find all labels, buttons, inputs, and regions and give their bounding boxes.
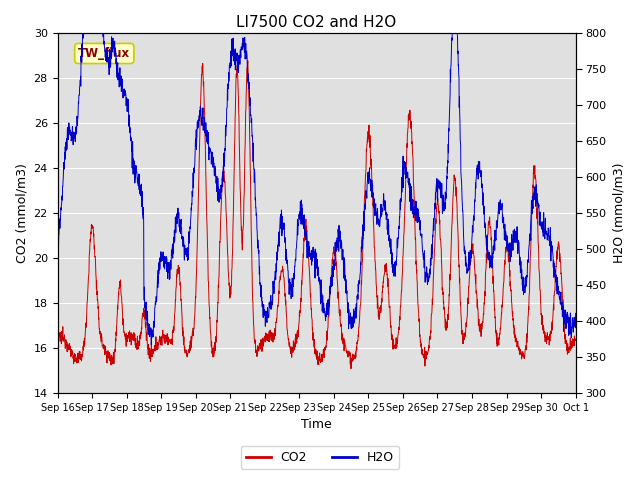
Title: LI7500 CO2 and H2O: LI7500 CO2 and H2O xyxy=(236,15,397,30)
Text: TW_flux: TW_flux xyxy=(78,47,131,60)
Y-axis label: H2O (mmol/m3): H2O (mmol/m3) xyxy=(612,163,625,263)
X-axis label: Time: Time xyxy=(301,419,332,432)
Y-axis label: CO2 (mmol/m3): CO2 (mmol/m3) xyxy=(15,163,28,263)
Legend: CO2, H2O: CO2, H2O xyxy=(241,446,399,469)
